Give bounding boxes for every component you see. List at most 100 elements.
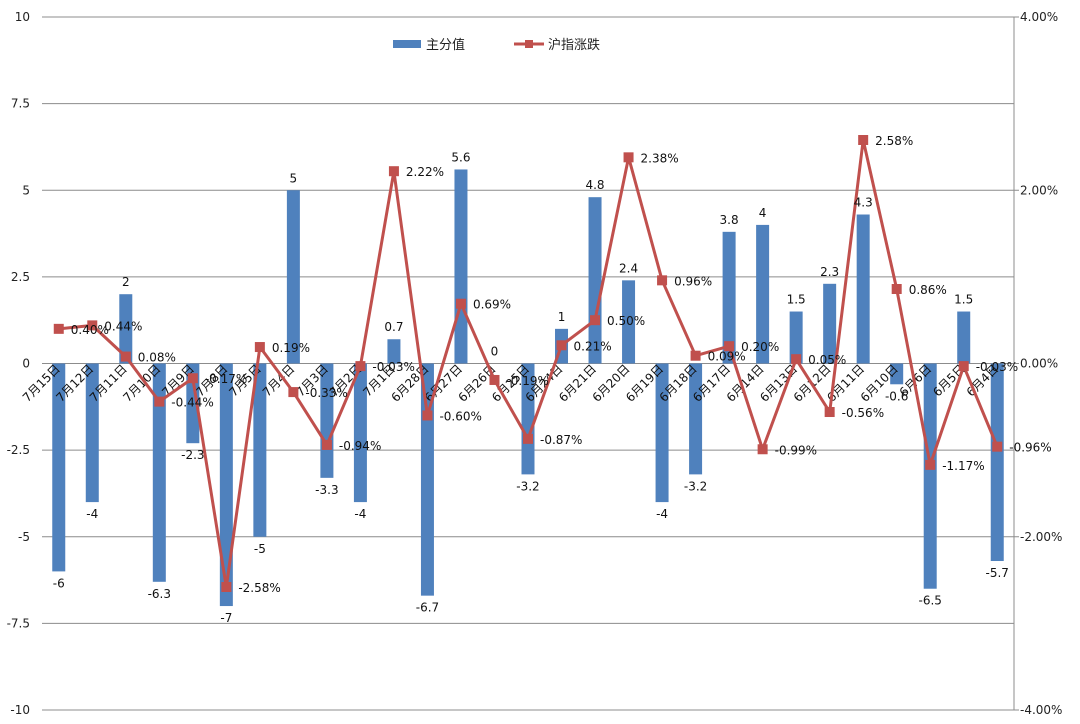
bar [219,363,233,607]
line-data-label: -0.96% [1009,441,1051,455]
bar-data-label: 3.8 [720,213,739,227]
bar [85,363,99,503]
left-tick-label: -5 [18,530,30,544]
bar-data-label: -4 [86,507,98,521]
bar [186,363,200,444]
legend-line-label: 沪指涨跌 [548,37,600,53]
legend-line-marker [525,40,533,48]
line-point [891,284,902,295]
bar [353,363,367,503]
line-data-label: -2.58% [238,581,280,595]
line-data-label: -0.87% [540,433,582,447]
line-point [489,374,500,385]
line-data-label: 2.58% [875,134,913,148]
bar-data-labels: -6 -4 2 -6.3 -2.3 -7 -5 5 -3.3 -4 0.7 -6.7 5.6 0 -3.2 1… [53,150,1009,625]
bar [789,311,803,364]
bar-data-label: -6.7 [416,601,439,615]
bar-data-label: -5.7 [986,566,1009,580]
bar-data-label: -3.2 [684,479,707,493]
line-data-label: 0.21% [574,339,612,353]
line-data-label: 0.96% [674,274,712,288]
bar-data-label: -6 [53,576,65,590]
line-data-labels: 0.40%0.44% 0.08% -0.44% -0.17% -2.58% 0.19% -0… [71,134,1052,595]
bar-data-label: 1.5 [787,293,806,307]
bar-data-label: 2.3 [820,265,839,279]
bar-data-label: 0.7 [384,320,403,334]
bar-data-label: -2.3 [181,448,204,462]
bar-data-label: 5.6 [451,150,470,164]
line-data-label: -0.94% [339,439,381,453]
line-point [288,387,299,398]
bar [454,169,468,364]
bar [622,280,636,364]
line-data-label: 0.44% [104,319,142,333]
bar [253,363,267,537]
legend-bar-swatch [393,40,421,48]
line-point [925,459,936,470]
line-point [120,351,131,362]
bar-data-label: 1 [558,310,566,324]
bar-data-label: -4 [354,507,366,521]
line-data-label: -0.03% [372,360,414,374]
line-data-label: 0.86% [909,283,947,297]
left-tick-label: -7.5 [7,616,30,630]
right-tick-label: 4.00% [1020,10,1058,24]
bar-data-label: 4.3 [854,196,873,210]
bar-data-label: 2.4 [619,261,638,275]
bar-data-label: -5 [254,542,266,556]
line-data-label: 0.05% [808,353,846,367]
right-tick-label: -4.00% [1020,703,1062,717]
bar [387,339,401,364]
line-data-label: 0.08% [138,351,176,365]
line-point [321,439,332,450]
line-point [154,396,165,407]
bar [52,363,66,572]
line-point [187,373,198,384]
line-point [724,341,735,352]
bar [152,363,166,582]
bar-data-label: 4 [759,206,767,220]
bar [923,363,937,589]
line-data-label: -1.17% [942,459,984,473]
right-tick-label: 2.00% [1020,183,1058,197]
line-point [958,361,969,372]
line-point [254,342,265,353]
line-point [556,340,567,351]
right-tick-label: -2.00% [1020,530,1062,544]
line-point [388,166,399,177]
line-point [992,441,1003,452]
bar [823,283,837,364]
bar [521,363,535,475]
bar [655,363,669,503]
line-point [590,315,601,326]
line-point [623,152,634,163]
bar [722,231,736,364]
line-data-label: -0.60% [439,409,481,423]
line-data-label: -0.19% [506,374,548,388]
line-data-label: -0.17% [205,372,247,386]
line-data-label: 0.20% [741,340,779,354]
right-tick-label: 0.00% [1020,357,1058,371]
line-data-label: 2.22% [406,165,444,179]
bar-data-label: 2 [122,275,130,289]
line-point [221,581,232,592]
line-data-label: 0.09% [708,350,746,364]
line-point [690,350,701,361]
line-data-label: -0.33% [305,386,347,400]
left-tick-label: -2.5 [7,443,30,457]
line-point [757,444,768,455]
bar [420,363,434,596]
bar-data-label: -6.5 [918,594,941,608]
bar-data-label: -7 [220,611,232,625]
line-data-label: 0.50% [607,314,645,328]
bar-data-label: -0.6 [885,389,908,403]
line-point [455,298,466,309]
left-tick-label: 7.5 [11,97,30,111]
legend: 主分值 沪指涨跌 [393,37,600,53]
bar-data-label: -6.3 [148,587,171,601]
line-point [87,320,98,331]
line-point [657,275,668,286]
bar [957,311,971,364]
right-axis: 4.00% 2.00% 0.00% -2.00% -4.00% [1014,10,1062,717]
